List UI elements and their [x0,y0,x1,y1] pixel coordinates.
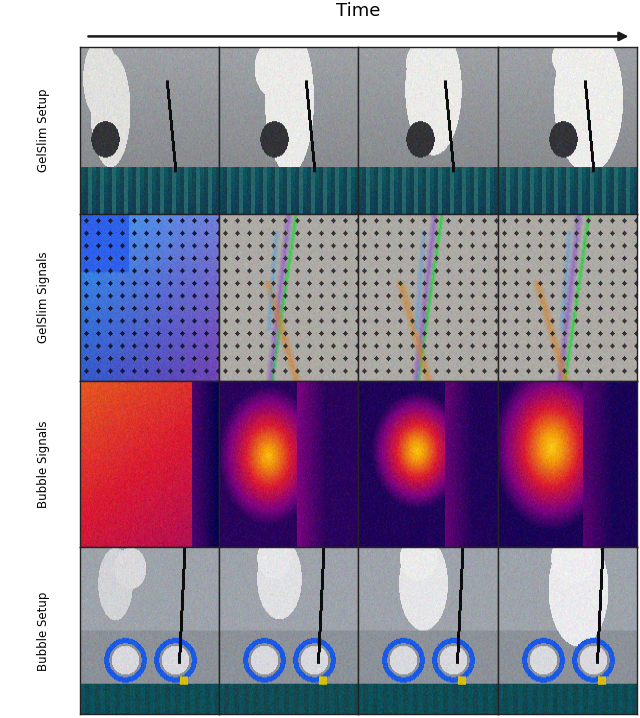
Text: GelSlim Signals: GelSlim Signals [38,251,51,343]
Text: Bubble Setup: Bubble Setup [38,591,51,671]
Text: Bubble Signals: Bubble Signals [38,420,51,508]
Text: Time: Time [336,2,381,20]
Text: GelSlim Setup: GelSlim Setup [38,88,51,172]
FancyArrowPatch shape [88,33,626,40]
